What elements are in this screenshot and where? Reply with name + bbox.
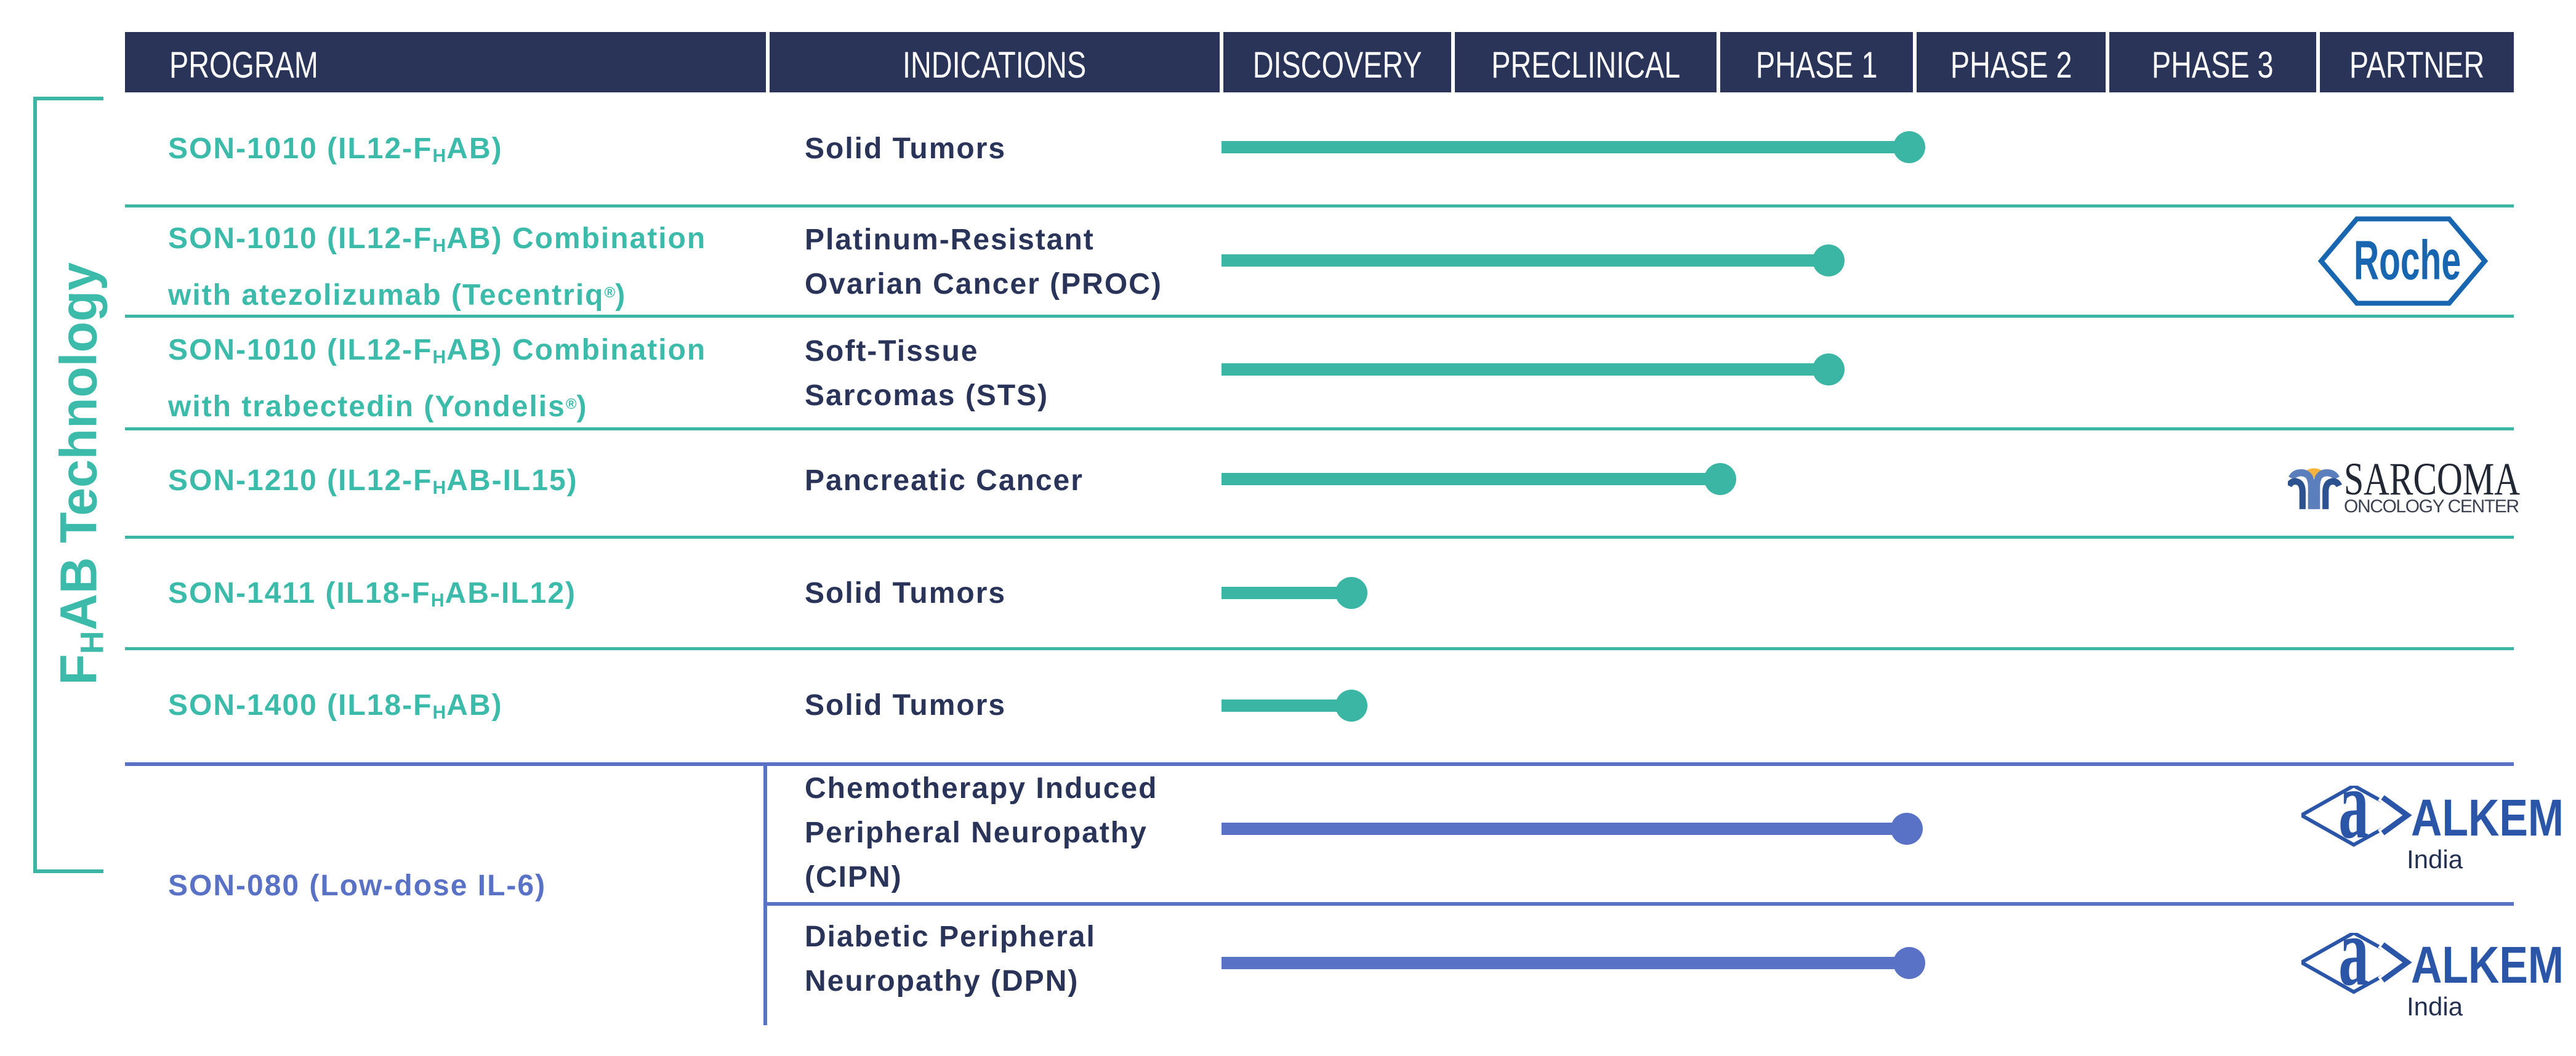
program-label: SON-1010 (IL12-FHAB) Combination with ate…	[168, 222, 707, 312]
alkem-diamond-icon-shape	[2381, 795, 2412, 836]
indication-label: Solid Tumors	[805, 132, 1007, 165]
program-label: SON-1010 (IL12-FHAB) Combination with tra…	[168, 334, 707, 424]
alkem-monogram: a	[2338, 933, 2369, 1006]
fhab-technology-bracket	[33, 97, 103, 873]
progress-bar	[1222, 473, 1721, 485]
row-divider	[125, 536, 2514, 539]
progress-bar	[1222, 254, 1829, 267]
row-divider	[125, 204, 2514, 208]
alkem-diamond-icon-shape	[2381, 942, 2412, 983]
indication-label: Diabetic Peripheral Neuropathy (DPN)	[805, 921, 1096, 998]
alkem-monogram: a	[2338, 786, 2369, 859]
column-header-indications-label: INDICATIONS	[903, 44, 1087, 86]
roche-wordmark: Roche	[2354, 230, 2461, 292]
alkem-wordmark: ALKEM	[2411, 936, 2564, 994]
column-header-partner-label: PARTNER	[2349, 44, 2485, 86]
roche-logo: Roche	[2317, 216, 2489, 307]
alkem-subtitle: India	[2407, 845, 2463, 869]
sarcoma-wordmark: SARCOMA	[2344, 459, 2520, 505]
roche-hexagon-logo-shape	[2317, 216, 2489, 306]
indication-label: Soft-Tissue Sarcomas (STS)	[805, 335, 1049, 412]
row-divider	[125, 647, 2514, 650]
column-header-partner: PARTNER	[2316, 32, 2514, 92]
progress-dot	[1891, 813, 1923, 845]
program-label-son080-group: SON-080 (Low-dose IL-6)	[168, 869, 547, 902]
row-divider	[125, 315, 2514, 318]
progress-bar	[1222, 587, 1352, 599]
row-divider	[765, 902, 2514, 906]
row-divider	[125, 427, 2514, 430]
column-header-discovery-label: DISCOVERY	[1252, 44, 1422, 86]
column-header-preclinical: PRECLINICAL	[1451, 32, 1717, 92]
indication-label: Solid Tumors	[805, 689, 1007, 722]
subscript-text: H	[432, 236, 447, 257]
column-header-phase1-label: PHASE 1	[1755, 44, 1878, 86]
alkem-logo: a ALKEM India	[2301, 933, 2564, 1017]
sarcoma-fountain-icon	[2288, 468, 2342, 509]
indication-label: Chemotherapy Induced Peripheral Neuropath…	[805, 772, 1158, 893]
progress-bar	[1222, 957, 1909, 969]
progress-bar	[1222, 823, 1907, 835]
column-header-preclinical-label: PRECLINICAL	[1491, 44, 1680, 86]
subscript-text: H	[432, 703, 447, 723]
program-label: SON-1400 (IL18-FHAB)	[168, 689, 503, 723]
sarcoma-fountain-icon-shape	[2288, 469, 2315, 509]
roche-hexagon-logo: Roche	[2317, 216, 2489, 306]
alkem-diamond-icon: a	[2301, 786, 2412, 859]
alkem-wordmark: ALKEM	[2411, 789, 2564, 847]
subscript-text: H	[432, 478, 447, 499]
column-header-program-label: PROGRAM	[169, 44, 318, 86]
program-label: SON-1010 (IL12-FHAB)	[168, 132, 503, 167]
subscript-text: H	[432, 347, 447, 368]
column-header-phase2: PHASE 2	[1913, 32, 2106, 92]
progress-bar	[1222, 141, 1909, 153]
column-header-discovery: DISCOVERY	[1220, 32, 1451, 92]
program-label: SON-1411 (IL18-FHAB-IL12)	[168, 577, 576, 611]
progress-bar	[1222, 363, 1829, 376]
column-header-program: PROGRAM	[125, 32, 766, 92]
sarcoma-fountain-icon-shape	[2313, 469, 2340, 509]
progress-dot	[1893, 131, 1925, 163]
column-header-phase3-label: PHASE 3	[2152, 44, 2274, 86]
registered-trademark-symbol: ®	[604, 284, 616, 302]
progress-bar	[1222, 699, 1352, 712]
column-header-phase3: PHASE 3	[2106, 32, 2316, 92]
group-vertical-divider	[763, 762, 767, 1025]
progress-dot	[1335, 690, 1368, 722]
table-header: PROGRAM INDICATIONS DISCOVERY PRECLINICA…	[125, 32, 2514, 92]
program-label: SON-1210 (IL12-FHAB-IL15)	[168, 464, 578, 499]
column-header-phase1: PHASE 1	[1717, 32, 1913, 92]
sarcoma-fountain-icon-shape	[2322, 478, 2342, 509]
subscript-text: H	[430, 590, 445, 611]
sarcoma-subtitle: ONCOLOGY CENTER	[2344, 496, 2519, 515]
progress-dot	[1704, 463, 1737, 495]
indication-label: Pancreatic Cancer	[805, 464, 1084, 497]
sarcoma-logo: SARCOMA ONCOLOGY CENTER	[2288, 459, 2522, 515]
subscript-text: H	[432, 146, 447, 167]
alkem-diamond-icon: a	[2301, 933, 2412, 1006]
indication-label: Platinum-Resistant Ovarian Cancer (PROC)	[805, 224, 1162, 300]
alkem-subtitle: India	[2407, 992, 2463, 1017]
alkem-logo: a ALKEM India	[2301, 933, 2566, 1017]
sarcoma-oncology-center-logo: SARCOMA ONCOLOGY CENTER	[2288, 459, 2520, 515]
progress-dot	[1893, 947, 1925, 979]
alkem-logo: a ALKEM India	[2301, 786, 2564, 869]
subscript-text: H	[74, 630, 111, 654]
fhab-technology-label: FHAB Technology	[49, 262, 111, 685]
sarcoma-fountain-icon-shape	[2288, 478, 2306, 509]
row-divider	[125, 762, 2514, 766]
progress-dot	[1812, 244, 1845, 276]
indication-label: Solid Tumors	[805, 577, 1007, 610]
column-header-phase2-label: PHASE 2	[1950, 44, 2072, 86]
progress-dot	[1812, 353, 1845, 385]
alkem-logo: a ALKEM India	[2301, 786, 2566, 869]
column-header-indications: INDICATIONS	[766, 32, 1220, 92]
progress-dot	[1335, 577, 1368, 609]
registered-trademark-symbol: ®	[565, 396, 577, 413]
